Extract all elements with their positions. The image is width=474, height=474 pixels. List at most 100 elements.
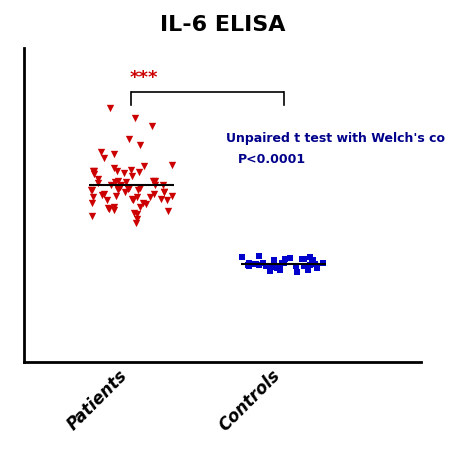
Point — [160, 188, 168, 196]
Point — [132, 219, 140, 227]
Point — [98, 191, 106, 199]
Point — [279, 260, 286, 267]
Point — [139, 199, 146, 207]
Point — [88, 186, 96, 194]
Point — [114, 184, 122, 191]
Point — [310, 258, 317, 266]
Point — [100, 154, 108, 162]
Point — [131, 115, 138, 122]
Point — [109, 150, 117, 158]
Point — [238, 254, 246, 261]
Point — [152, 182, 159, 189]
Point — [304, 266, 312, 274]
Point — [121, 188, 129, 196]
Point — [106, 104, 114, 112]
Point — [129, 197, 137, 204]
Point — [247, 260, 255, 267]
Point — [114, 186, 121, 194]
Point — [104, 204, 112, 212]
Point — [87, 186, 94, 193]
Point — [89, 193, 97, 201]
Point — [110, 203, 118, 210]
Point — [136, 141, 143, 148]
Point — [88, 200, 95, 207]
Point — [164, 197, 171, 204]
Point — [111, 178, 119, 186]
Point — [168, 192, 176, 200]
Point — [94, 179, 101, 187]
Point — [112, 192, 119, 200]
Point — [128, 172, 136, 179]
Point — [133, 215, 141, 223]
Point — [286, 255, 294, 262]
Point — [151, 177, 158, 184]
Point — [262, 263, 270, 270]
Point — [164, 208, 171, 215]
Point — [116, 183, 124, 191]
Text: ***: *** — [129, 69, 158, 87]
Point — [266, 267, 273, 274]
Point — [306, 262, 313, 269]
Point — [97, 149, 105, 156]
Point — [136, 184, 143, 192]
Point — [137, 203, 144, 211]
Point — [308, 259, 316, 267]
Point — [245, 262, 253, 270]
Point — [110, 164, 118, 172]
Point — [134, 186, 142, 193]
Point — [255, 261, 263, 269]
Point — [150, 191, 157, 198]
Point — [105, 205, 113, 212]
Point — [125, 136, 132, 143]
Point — [103, 196, 111, 204]
Point — [160, 181, 167, 189]
Point — [146, 193, 154, 201]
Point — [94, 175, 101, 182]
Point — [114, 183, 121, 191]
Point — [314, 264, 321, 272]
Point — [281, 259, 288, 266]
Point — [100, 190, 108, 198]
Point — [122, 178, 130, 186]
Point — [276, 264, 284, 271]
Point — [115, 178, 122, 185]
Point — [307, 254, 314, 261]
Point — [130, 209, 138, 216]
Point — [245, 260, 253, 267]
Point — [117, 181, 125, 189]
Point — [90, 170, 98, 178]
Point — [88, 212, 96, 220]
Point — [110, 206, 118, 213]
Point — [160, 188, 167, 195]
Point — [292, 263, 300, 270]
Title: IL-6 ELISA: IL-6 ELISA — [160, 15, 285, 35]
Point — [300, 255, 308, 263]
Point — [270, 256, 278, 264]
Point — [301, 263, 308, 270]
Point — [255, 252, 262, 260]
Point — [124, 185, 132, 192]
Point — [259, 259, 267, 266]
Point — [311, 260, 319, 267]
Point — [113, 167, 120, 174]
Text: Unpaired t test with Welch's co: Unpaired t test with Welch's co — [226, 132, 445, 145]
Point — [140, 162, 147, 169]
Point — [125, 184, 133, 191]
Point — [89, 167, 96, 174]
Point — [273, 264, 280, 272]
Point — [252, 261, 260, 268]
Point — [319, 259, 327, 266]
Point — [158, 195, 165, 203]
Point — [120, 169, 128, 177]
Point — [107, 181, 115, 189]
Text: P<0.0001: P<0.0001 — [238, 153, 306, 165]
Point — [148, 122, 156, 130]
Point — [128, 196, 136, 203]
Point — [244, 261, 251, 269]
Point — [276, 267, 284, 274]
Point — [133, 210, 141, 218]
Point — [168, 162, 176, 169]
Point — [271, 263, 278, 271]
Point — [281, 255, 289, 263]
Point — [91, 167, 98, 175]
